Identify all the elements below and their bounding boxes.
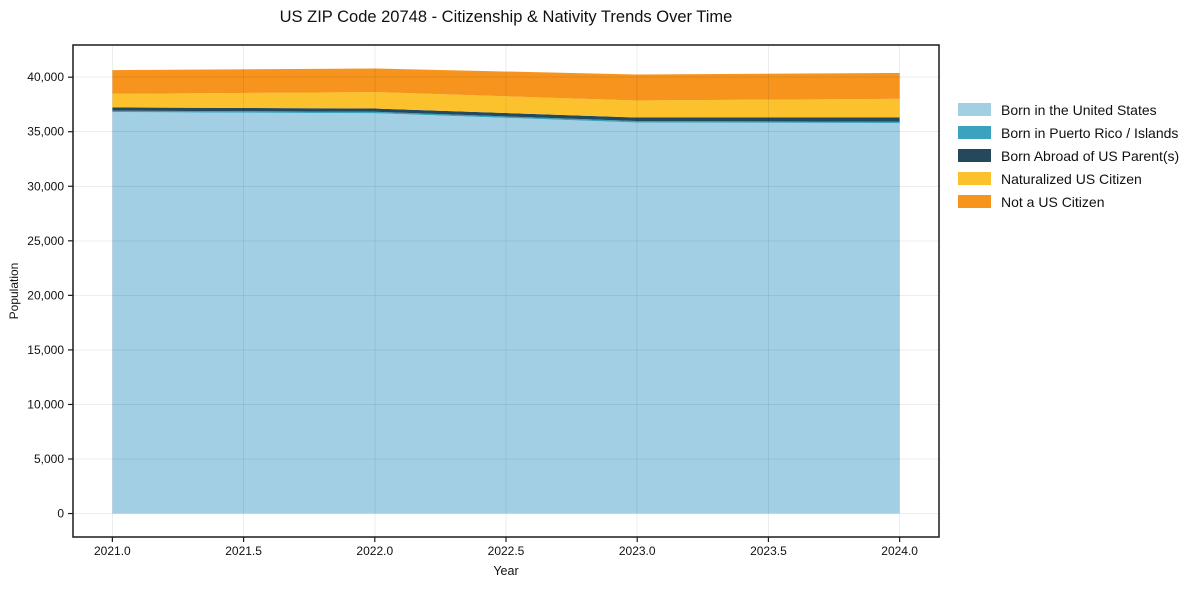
legend-item-0: Born in the United States [958, 101, 1179, 118]
gridlines [73, 45, 939, 537]
y-tick-label: 20,000 [27, 288, 64, 302]
y-tick-label: 0 [57, 507, 64, 521]
y-tick-label: 15,000 [27, 343, 64, 357]
area-series-1 [112, 110, 900, 123]
x-tick-label: 2021.0 [94, 544, 131, 558]
legend-label: Born in Puerto Rico / Islands [1001, 124, 1179, 141]
legend-swatch [958, 149, 991, 162]
legend-label: Not a US Citizen [1001, 193, 1105, 210]
y-tick-label: 10,000 [27, 397, 64, 411]
legend-swatch [958, 195, 991, 208]
legend-item-3: Naturalized US Citizen [958, 170, 1179, 187]
legend-item-2: Born Abroad of US Parent(s) [958, 147, 1180, 164]
x-tick-label: 2024.0 [881, 544, 918, 558]
x-tick-label: 2021.5 [225, 544, 262, 558]
legend-swatch [958, 172, 991, 185]
area-series-3 [112, 92, 900, 118]
area-series-4 [112, 68, 900, 101]
legend-label: Born Abroad of US Parent(s) [1001, 147, 1180, 164]
legend-item-4: Not a US Citizen [958, 193, 1179, 210]
area-series-2 [112, 107, 900, 122]
x-axis-label: Year [493, 564, 519, 578]
y-tick-label: 30,000 [27, 179, 64, 193]
area-series-0 [112, 112, 900, 514]
legend-swatch [958, 103, 991, 116]
legend-label: Born in the United States [1001, 101, 1157, 118]
legend: Born in the United States Born in Puerto … [958, 101, 1180, 210]
legend-swatch [958, 126, 991, 139]
y-tick-label: 5,000 [34, 452, 64, 466]
chart-title: US ZIP Code 20748 - Citizenship & Nativi… [279, 8, 733, 26]
x-tick-label: 2023.0 [619, 544, 656, 558]
legend-label: Naturalized US Citizen [1001, 170, 1142, 187]
x-tick-label: 2022.5 [488, 544, 525, 558]
y-tick-label: 40,000 [27, 70, 64, 84]
y-tick-label: 35,000 [27, 125, 64, 139]
y-axis-label: Population [7, 262, 21, 320]
legend-item-1: Born in Puerto Rico / Islands [958, 124, 1179, 141]
x-tick-label: 2023.5 [750, 544, 787, 558]
y-tick-label: 25,000 [27, 234, 64, 248]
x-tick-label: 2022.0 [356, 544, 393, 558]
